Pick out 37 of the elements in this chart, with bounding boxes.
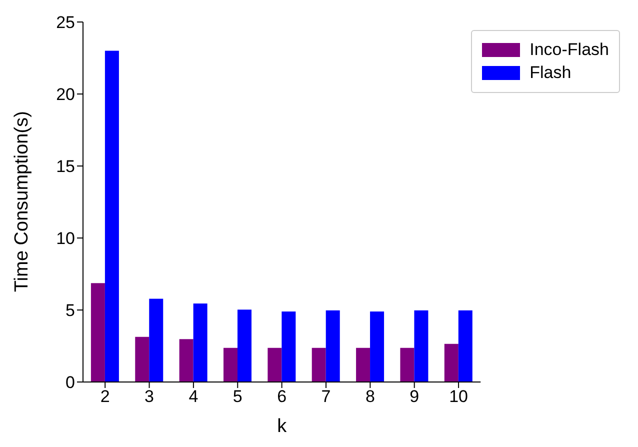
bar: [282, 311, 296, 382]
x-tick-label: 7: [321, 387, 331, 406]
bar: [237, 310, 252, 382]
bar: [149, 298, 164, 382]
y-tick-label: 20: [56, 85, 75, 104]
bar: [356, 348, 370, 382]
bar: [414, 310, 428, 382]
x-tick-label: 9: [410, 387, 420, 406]
y-tick-label: 10: [56, 229, 75, 248]
y-tick-label: 0: [66, 373, 75, 392]
x-tick-label: 4: [188, 387, 198, 406]
bar: [400, 348, 414, 382]
bar: [444, 344, 458, 382]
legend-label: Flash: [530, 63, 572, 83]
bar: [458, 310, 472, 382]
x-tick-label: 2: [100, 387, 110, 406]
x-tick-label: 8: [365, 387, 375, 406]
bar: [193, 304, 208, 382]
bar: [104, 50, 119, 382]
legend-label: Inco-Flash: [530, 40, 609, 60]
y-axis-title: Time Consumption(s): [12, 111, 33, 292]
x-tick-label: 6: [277, 387, 287, 406]
x-tick-label: 3: [144, 387, 154, 406]
bar: [326, 310, 340, 382]
bar: [223, 348, 238, 382]
y-tick-label: 5: [66, 301, 75, 320]
bar: [90, 283, 105, 382]
y-tick-label: 15: [56, 157, 75, 176]
bar: [370, 311, 384, 382]
bar: [135, 336, 150, 382]
bar: [312, 348, 326, 382]
bar: [179, 339, 194, 382]
y-tick-label: 25: [56, 13, 75, 32]
x-tick-label: 10: [449, 387, 468, 406]
bar: [268, 348, 282, 382]
x-tick-label: 5: [232, 387, 242, 406]
x-axis-title: k: [277, 416, 288, 437]
